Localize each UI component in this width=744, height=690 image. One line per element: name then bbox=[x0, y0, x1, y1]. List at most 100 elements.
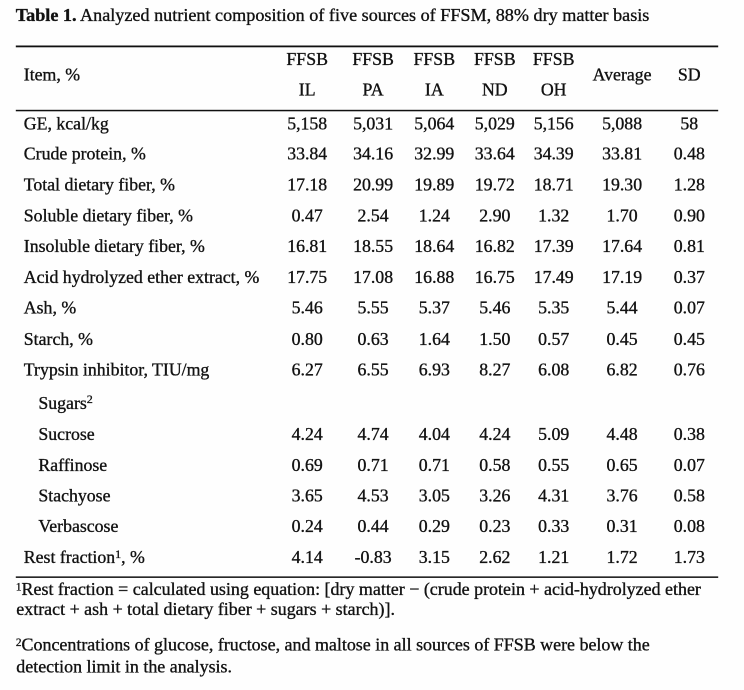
svg-text:0.45: 0.45 bbox=[674, 329, 705, 349]
svg-text:0.08: 0.08 bbox=[674, 516, 705, 536]
svg-text:18.55: 18.55 bbox=[353, 236, 393, 256]
svg-text:FFSB: FFSB bbox=[474, 49, 516, 69]
svg-text:0.80: 0.80 bbox=[292, 329, 323, 349]
svg-text:5,031: 5,031 bbox=[353, 113, 393, 133]
svg-text:0.31: 0.31 bbox=[607, 516, 638, 536]
svg-text:Rest fraction1, %: Rest fraction1, % bbox=[24, 547, 145, 567]
svg-text:19.72: 19.72 bbox=[475, 175, 515, 195]
svg-text:2.62: 2.62 bbox=[479, 547, 510, 567]
svg-text:0.55: 0.55 bbox=[538, 455, 569, 475]
svg-text:0.24: 0.24 bbox=[292, 516, 323, 536]
svg-text:5,158: 5,158 bbox=[287, 113, 327, 133]
svg-text:Table 1. Analyzed nutrient com: Table 1. Analyzed nutrient composition o… bbox=[16, 5, 650, 25]
svg-text:6.08: 6.08 bbox=[538, 360, 569, 380]
svg-text:SD: SD bbox=[678, 65, 701, 85]
svg-text:17.39: 17.39 bbox=[534, 236, 574, 256]
svg-text:4.74: 4.74 bbox=[358, 424, 389, 444]
svg-text:5,029: 5,029 bbox=[475, 113, 515, 133]
svg-text:19.30: 19.30 bbox=[602, 175, 642, 195]
svg-text:4.31: 4.31 bbox=[538, 486, 569, 506]
svg-text:5.46: 5.46 bbox=[479, 298, 510, 318]
svg-text:3.76: 3.76 bbox=[607, 486, 638, 506]
svg-text:5,064: 5,064 bbox=[414, 113, 454, 133]
svg-text:FFSB: FFSB bbox=[286, 49, 328, 69]
svg-text:0.48: 0.48 bbox=[674, 144, 705, 164]
svg-text:Stachyose: Stachyose bbox=[38, 486, 110, 506]
svg-text:0.76: 0.76 bbox=[674, 360, 705, 380]
svg-text:-0.83: -0.83 bbox=[355, 547, 392, 567]
svg-text:GE, kcal/kg: GE, kcal/kg bbox=[24, 113, 109, 133]
svg-text:0.45: 0.45 bbox=[607, 329, 638, 349]
svg-text:Soluble dietary fiber, %: Soluble dietary fiber, % bbox=[24, 205, 193, 225]
svg-text:0.07: 0.07 bbox=[674, 298, 705, 318]
svg-text:5.44: 5.44 bbox=[607, 298, 638, 318]
svg-text:18.64: 18.64 bbox=[414, 236, 454, 256]
svg-text:5.37: 5.37 bbox=[419, 298, 450, 318]
svg-text:detection limit in the analysi: detection limit in the analysis. bbox=[16, 656, 232, 676]
svg-text:6.55: 6.55 bbox=[358, 360, 389, 380]
svg-text:0.38: 0.38 bbox=[674, 424, 705, 444]
svg-text:1.72: 1.72 bbox=[607, 547, 638, 567]
svg-text:2.90: 2.90 bbox=[479, 205, 510, 225]
svg-text:ND: ND bbox=[482, 79, 508, 99]
svg-text:2Concentrations of glucose, fr: 2Concentrations of glucose, fructose, an… bbox=[16, 635, 650, 655]
svg-text:0.58: 0.58 bbox=[674, 486, 705, 506]
svg-text:0.58: 0.58 bbox=[479, 455, 510, 475]
svg-text:0.33: 0.33 bbox=[538, 516, 569, 536]
svg-text:1Rest fraction = calculated us: 1Rest fraction = calculated using equati… bbox=[16, 579, 701, 600]
svg-text:1.28: 1.28 bbox=[674, 175, 705, 195]
svg-text:4.24: 4.24 bbox=[479, 424, 510, 444]
svg-text:extract + ash + total dietary: extract + ash + total dietary fiber + su… bbox=[16, 599, 395, 620]
svg-text:OH: OH bbox=[541, 79, 567, 99]
svg-text:1.21: 1.21 bbox=[538, 547, 569, 567]
svg-text:Sugars2: Sugars2 bbox=[38, 392, 92, 413]
svg-text:17.75: 17.75 bbox=[287, 267, 327, 287]
svg-text:2.54: 2.54 bbox=[358, 205, 389, 225]
svg-text:0.90: 0.90 bbox=[674, 205, 705, 225]
svg-text:0.65: 0.65 bbox=[607, 455, 638, 475]
svg-text:17.19: 17.19 bbox=[602, 267, 642, 287]
svg-text:17.49: 17.49 bbox=[534, 267, 574, 287]
svg-text:0.57: 0.57 bbox=[538, 329, 569, 349]
svg-text:3.05: 3.05 bbox=[419, 486, 450, 506]
svg-text:4.24: 4.24 bbox=[292, 424, 323, 444]
svg-text:4.53: 4.53 bbox=[358, 486, 389, 506]
svg-text:58: 58 bbox=[680, 113, 698, 133]
svg-text:IA: IA bbox=[425, 79, 444, 99]
svg-text:0.47: 0.47 bbox=[292, 205, 323, 225]
svg-text:0.81: 0.81 bbox=[674, 236, 705, 256]
svg-text:5.46: 5.46 bbox=[292, 298, 323, 318]
svg-text:3.65: 3.65 bbox=[292, 486, 323, 506]
svg-text:IL: IL bbox=[299, 79, 316, 99]
svg-text:Total dietary fiber, %: Total dietary fiber, % bbox=[24, 175, 175, 195]
svg-text:0.69: 0.69 bbox=[292, 455, 323, 475]
svg-text:0.37: 0.37 bbox=[674, 267, 705, 287]
svg-text:Trypsin inhibitor, TIU/mg: Trypsin inhibitor, TIU/mg bbox=[24, 360, 210, 380]
svg-text:1.32: 1.32 bbox=[538, 205, 569, 225]
svg-text:Verbascose: Verbascose bbox=[38, 516, 118, 536]
svg-text:6.82: 6.82 bbox=[607, 360, 638, 380]
svg-text:Acid hydrolyzed ether extract,: Acid hydrolyzed ether extract, % bbox=[24, 267, 260, 287]
svg-text:5.35: 5.35 bbox=[538, 298, 569, 318]
svg-text:17.18: 17.18 bbox=[287, 175, 327, 195]
svg-text:17.64: 17.64 bbox=[602, 236, 642, 256]
svg-text:1.24: 1.24 bbox=[419, 205, 450, 225]
svg-text:16.75: 16.75 bbox=[475, 267, 515, 287]
svg-text:19.89: 19.89 bbox=[414, 175, 454, 195]
svg-text:1.50: 1.50 bbox=[479, 329, 510, 349]
svg-text:Item, %: Item, % bbox=[24, 65, 80, 85]
svg-text:Crude protein, %: Crude protein, % bbox=[24, 144, 146, 164]
svg-text:Ash, %: Ash, % bbox=[24, 298, 77, 318]
svg-text:3.26: 3.26 bbox=[479, 486, 510, 506]
svg-text:0.44: 0.44 bbox=[358, 516, 389, 536]
svg-text:FFSB: FFSB bbox=[414, 49, 456, 69]
svg-text:0.07: 0.07 bbox=[674, 455, 705, 475]
svg-text:8.27: 8.27 bbox=[479, 360, 510, 380]
svg-text:5,088: 5,088 bbox=[602, 113, 642, 133]
svg-text:Average: Average bbox=[593, 65, 652, 85]
svg-text:34.16: 34.16 bbox=[353, 144, 393, 164]
svg-text:Insoluble dietary fiber, %: Insoluble dietary fiber, % bbox=[24, 236, 205, 256]
svg-text:32.99: 32.99 bbox=[414, 144, 454, 164]
svg-text:0.29: 0.29 bbox=[419, 516, 450, 536]
svg-text:17.08: 17.08 bbox=[353, 267, 393, 287]
